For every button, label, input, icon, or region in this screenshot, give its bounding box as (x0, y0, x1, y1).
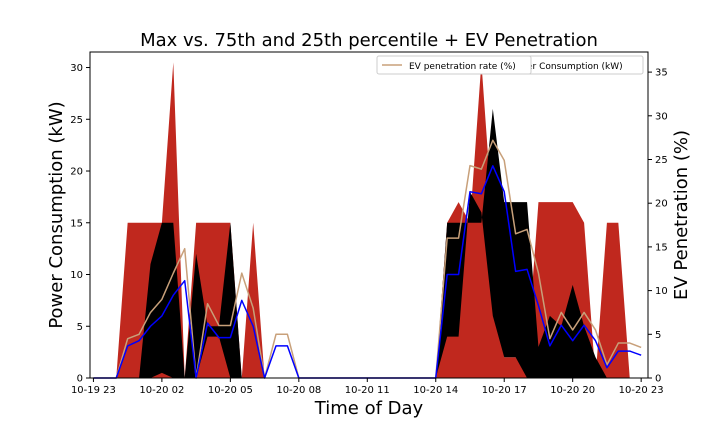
chart-title: Max vs. 75th and 25th percentile + EV Pe… (140, 30, 598, 51)
x-tick-label: 10-20 08 (276, 385, 321, 396)
y-left-tick-label: 15 (70, 218, 83, 229)
y-left-tick-label: 5 (77, 322, 83, 333)
legend: Power Consumption (kW) EV penetration ra… (376, 55, 644, 75)
y-axis-right: 0 5 10 15 20 25 30 35 (648, 68, 668, 385)
y-right-tick-label: 20 (655, 199, 668, 210)
x-axis: 10-19 23 10-20 02 10-20 05 10-20 08 10-20 11… (71, 378, 664, 396)
y-right-tick-label: 5 (655, 330, 661, 341)
y-right-tick-label: 10 (655, 286, 668, 297)
y-left-tick-label: 25 (70, 115, 83, 126)
area-p75-p25 (93, 108, 642, 379)
y-axis-left-label: Power Consumption (kW) (46, 101, 67, 328)
y-axis-right-label: EV Penetration (%) (671, 130, 692, 300)
y-right-tick-label: 15 (655, 242, 668, 253)
y-left-tick-label: 10 (70, 270, 83, 281)
x-tick-label: 10-20 02 (139, 385, 184, 396)
x-tick-label: 10-20 17 (482, 385, 527, 396)
x-tick-label: 10-20 14 (413, 385, 458, 396)
x-tick-label: 10-20 05 (208, 385, 253, 396)
y-left-tick-label: 20 (70, 167, 83, 178)
x-axis-label: Time of Day (314, 398, 424, 419)
legend-label-ev: EV penetration rate (%) (409, 62, 516, 72)
y-axis-left: 0 5 10 15 20 25 30 (70, 63, 90, 385)
legend-box-front (376, 55, 532, 75)
plot-areas (93, 62, 642, 379)
plot-frame (89, 51, 649, 379)
x-tick-label: 10-19 23 (71, 385, 116, 396)
x-tick-label: 10-20 20 (550, 385, 595, 396)
y-right-tick-label: 25 (655, 155, 668, 166)
y-left-tick-label: 30 (70, 63, 83, 74)
x-tick-label: 10-20 23 (619, 385, 664, 396)
y-left-tick-label: 0 (77, 374, 83, 385)
y-right-tick-label: 35 (655, 68, 668, 79)
x-tick-label: 10-20 11 (345, 385, 390, 396)
y-right-tick-label: 30 (655, 111, 668, 122)
y-right-tick-label: 0 (655, 374, 661, 385)
legend-label-power: Power Consumption (kW) (509, 62, 623, 72)
